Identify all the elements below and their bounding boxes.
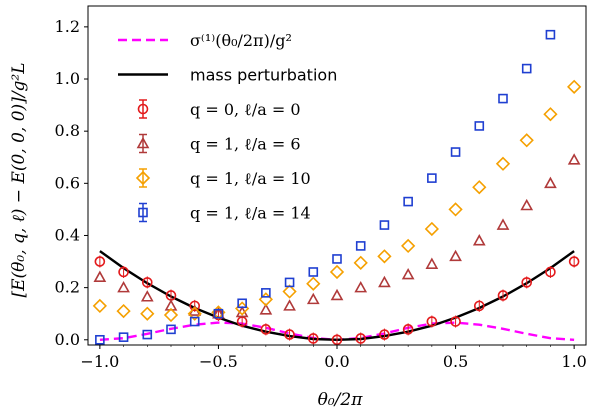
data-point-triangle: [401, 267, 415, 280]
data-point-square: [474, 121, 485, 131]
data-point-square: [403, 196, 413, 207]
axes: −1.0 −0.5 0.0 0.5 1.0 0.0 0.2 0.4 0.6 0.8 1.0 1.2: [55, 5, 587, 371]
legend-label-5: q = 1, ℓ/a = 14: [190, 204, 311, 223]
data-point-square: [427, 173, 437, 183]
data-point-square: [237, 298, 247, 309]
data-point-square: [189, 316, 200, 327]
x-tick-label: −1.0: [80, 352, 119, 371]
data-point-diamond: [353, 255, 368, 270]
data-point-triangle: [567, 153, 581, 165]
data-point-triangle: [354, 280, 368, 293]
data-point-diamond: [401, 238, 416, 254]
legend-marker-3: [136, 136, 150, 149]
data-point-square: [308, 267, 319, 277]
data-point-diamond: [187, 306, 202, 321]
data-point-triangle: [330, 288, 344, 301]
data-point-diamond: [282, 284, 297, 299]
data-point-diamond: [543, 107, 558, 122]
data-point-square: [450, 147, 461, 157]
data-point-square: [118, 332, 129, 342]
legend-label-1: mass perturbation: [190, 66, 337, 85]
x-tick-label: 1.0: [561, 352, 586, 371]
data-point-diamond: [329, 264, 345, 280]
data-point-triangle: [520, 198, 534, 211]
data-point-diamond: [472, 180, 487, 195]
data-point-diamond: [567, 79, 582, 94]
data-point-diamond: [140, 306, 155, 321]
y-tick-label: 0.4: [55, 225, 80, 244]
y-tick-label: 1.0: [55, 69, 80, 88]
data-point-square: [95, 334, 105, 345]
plot-area: [92, 29, 582, 346]
data-point-square: [142, 329, 153, 340]
x-tick-label: 0.0: [324, 352, 349, 371]
data-point-triangle: [306, 292, 320, 305]
data-point-diamond: [377, 249, 392, 264]
data-point-square: [166, 324, 176, 335]
data-point-square: [545, 29, 556, 40]
data-point-diamond: [448, 202, 463, 217]
data-point-diamond: [424, 221, 439, 237]
data-point-triangle: [283, 299, 296, 311]
data-point-diamond: [495, 156, 511, 171]
data-point-triangle: [378, 275, 391, 288]
data-point-diamond: [519, 133, 534, 148]
y-axis-label: [E(θ₀, q, ℓ) − E(0, 0, 0)]/g²L: [9, 62, 29, 297]
data-point-square: [332, 254, 342, 264]
legend-marker-5: [138, 207, 148, 218]
data-point-square: [521, 63, 532, 74]
data-point-triangle: [449, 249, 462, 262]
data-point-triangle: [259, 303, 273, 315]
legend: σ⁽¹⁾(θ₀/2π)/g² mass perturbation q = 0, ℓ/…: [118, 31, 337, 223]
legend-label-0: σ⁽¹⁾(θ₀/2π)/g²: [190, 31, 292, 50]
legend-label-2: q = 0, ℓ/a = 0: [190, 100, 301, 119]
y-tick-label: 0.2: [55, 278, 80, 297]
legend-label-3: q = 1, ℓ/a = 6: [190, 135, 301, 154]
plot-frame: [87, 5, 587, 346]
data-point-diamond: [92, 298, 107, 314]
data-point-square: [498, 93, 508, 104]
x-axis-label: θ₀/2π: [318, 390, 364, 410]
data-point-triangle: [544, 176, 557, 189]
data-point-diamond: [306, 276, 321, 291]
data-point-triangle: [425, 257, 439, 269]
data-point-square: [213, 308, 224, 319]
y-tick-label: 0.6: [55, 173, 80, 192]
y-tick-label: 0.0: [55, 330, 80, 349]
data-point-triangle: [93, 270, 107, 283]
y-tick-label: 0.8: [55, 121, 80, 140]
data-point-square: [355, 241, 366, 251]
data-point-square: [261, 288, 271, 298]
data-point-square: [284, 277, 295, 288]
data-point-triangle: [496, 218, 510, 230]
data-point-triangle: [117, 280, 130, 293]
data-point-square: [379, 220, 390, 230]
legend-label-4: q = 1, ℓ/a = 10: [190, 169, 311, 188]
legend-marker-4: [135, 170, 151, 186]
x-tick-label: 0.5: [443, 352, 468, 371]
y-tick-label: 1.2: [55, 17, 80, 36]
data-point-diamond: [163, 307, 179, 323]
data-point-diamond: [116, 303, 131, 319]
data-point-triangle: [472, 234, 486, 246]
data-point-triangle: [140, 290, 154, 302]
x-tick-label: −0.5: [199, 352, 238, 371]
